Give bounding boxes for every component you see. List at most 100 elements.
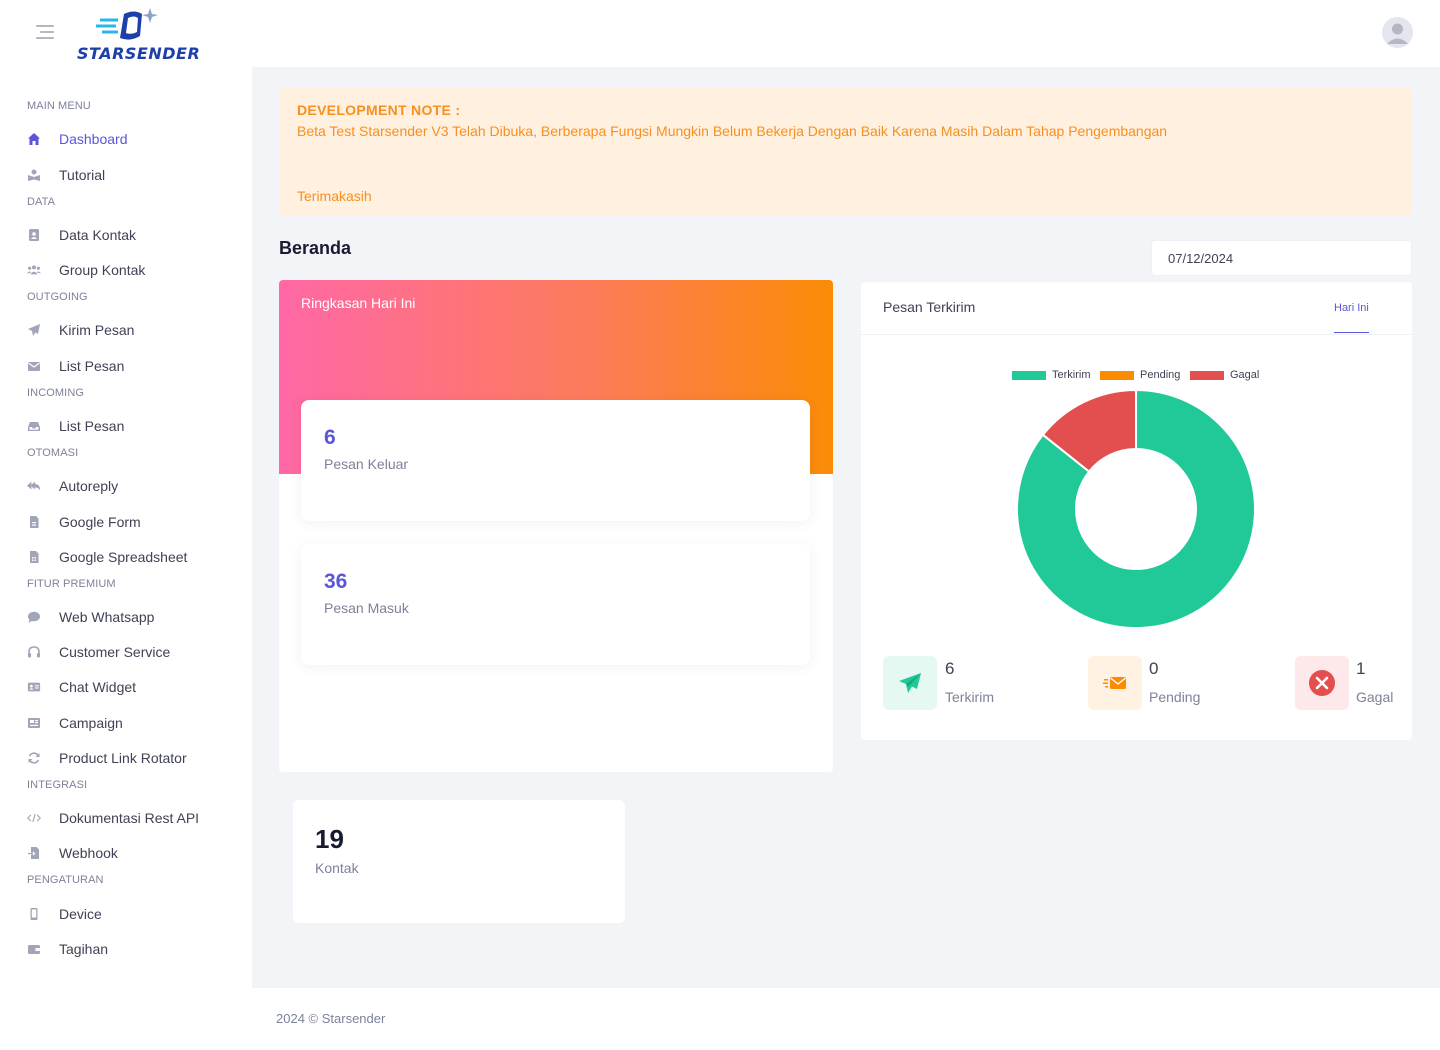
sidebar-item-product-link-rotator[interactable]: Product Link Rotator — [0, 743, 252, 773]
legend-item[interactable]: Pending — [1100, 368, 1180, 382]
sidebar-item-webhook[interactable]: Webhook — [0, 838, 252, 868]
sidebar-item-label: Group Kontak — [59, 262, 146, 278]
file-import-icon — [27, 846, 41, 860]
sidebar-item-label: Device — [59, 906, 102, 922]
chart-title: Pesan Terkirim — [883, 299, 976, 315]
sidebar-item-label: Kirim Pesan — [59, 322, 135, 338]
sidebar-item-label: Data Kontak — [59, 227, 137, 243]
sidebar-item-customer-service[interactable]: Customer Service — [0, 637, 252, 667]
code-icon — [27, 811, 41, 825]
sidebar-item-label: Dashboard — [59, 131, 128, 147]
sidebar-section-data: DATA — [27, 196, 56, 208]
headset-icon — [27, 645, 41, 659]
pending-label: Pending — [1149, 689, 1201, 705]
legend-item[interactable]: Gagal — [1190, 368, 1259, 382]
close-circle-icon — [1309, 670, 1335, 696]
mobile-icon — [27, 907, 41, 921]
sidebar-item-label: List Pesan — [59, 418, 125, 434]
sidebar-item-web-whatsapp[interactable]: Web Whatsapp — [0, 602, 252, 632]
sidebar-item-label: Customer Service — [59, 644, 171, 660]
terkirim-value: 6 — [945, 659, 955, 678]
divider — [861, 334, 1412, 335]
file-form-icon — [27, 515, 41, 529]
donut-chart — [1016, 388, 1256, 629]
stat-label: Pesan Masuk — [324, 600, 409, 616]
sidebar-item-autoreply[interactable]: Autoreply — [0, 471, 252, 501]
kontak-card: 19 Kontak — [293, 800, 625, 923]
legend-swatch — [1012, 370, 1046, 380]
sidebar-item-chat-widget[interactable]: Chat Widget — [0, 672, 252, 702]
sidebar-section-pengaturan: PENGATURAN — [27, 874, 104, 886]
wallet-icon — [27, 942, 41, 956]
sidebar-section-main-menu: MAIN MENU — [27, 100, 91, 112]
development-note-alert: DEVELOPMENT NOTE : Beta Test Starsender … — [279, 88, 1412, 216]
sidebar-item-label: Autoreply — [59, 478, 119, 494]
sidebar-item-label: Google Spreadsheet — [59, 549, 188, 565]
sidebar-item-group-kontak[interactable]: Group Kontak — [0, 255, 252, 285]
tab-hari-ini[interactable]: Hari Ini — [1334, 302, 1369, 333]
stat-label: Pesan Keluar — [324, 456, 409, 472]
user-avatar-icon[interactable] — [1382, 17, 1413, 48]
logo-text: STARSENDER — [77, 44, 201, 63]
note-body: Beta Test Starsender V3 Telah Dibuka, Be… — [297, 123, 1168, 139]
sidebar-item-campaign[interactable]: Campaign — [0, 708, 252, 738]
sidebar-item-tagihan[interactable]: Tagihan — [0, 934, 252, 964]
footer-copyright: 2024 © Starsender — [276, 1011, 386, 1026]
note-title: DEVELOPMENT NOTE : — [297, 102, 461, 118]
sidebar-item-dashboard[interactable]: Dashboard — [0, 124, 252, 154]
sidebar-item-data-kontak[interactable]: Data Kontak — [0, 220, 252, 250]
donut-slice-terkirim[interactable] — [1016, 388, 1256, 629]
home-icon — [27, 132, 41, 146]
sidebar-item-label: Product Link Rotator — [59, 750, 187, 766]
sidebar-item-google-spreadsheet[interactable]: Google Spreadsheet — [0, 542, 252, 572]
sidebar-item-label: Web Whatsapp — [59, 609, 155, 625]
sidebar-item-label: Dokumentasi Rest API — [59, 810, 200, 826]
summary-title: Ringkasan Hari Ini — [301, 295, 416, 311]
terkirim-label: Terkirim — [945, 689, 994, 705]
terkirim-chip — [883, 656, 937, 710]
sidebar-item-list-pesan-incoming[interactable]: List Pesan — [0, 411, 252, 441]
sidebar-item-label: Tagihan — [59, 941, 109, 957]
sidebar-item-dokumentasi-rest-api[interactable]: Dokumentasi Rest API — [0, 803, 252, 833]
logo-mark-icon — [96, 8, 158, 40]
footer: 2024 © Starsender — [252, 988, 1440, 1050]
kontak-value: 19 — [315, 824, 344, 854]
envelope-icon — [27, 359, 41, 373]
sidebar-item-device[interactable]: Device — [0, 899, 252, 929]
sidebar-item-label: Chat Widget — [59, 679, 137, 695]
newspaper-icon — [27, 716, 41, 730]
legend-label: Pending — [1140, 369, 1181, 381]
contact-book-icon — [27, 228, 41, 242]
sidebar-item-list-pesan-outgoing[interactable]: List Pesan — [0, 351, 252, 381]
donut-slice-gagal[interactable] — [1041, 388, 1137, 473]
legend-item[interactable]: Terkirim — [1012, 368, 1091, 382]
hamburger-icon[interactable] — [36, 25, 54, 41]
date-picker-input[interactable] — [1151, 240, 1412, 276]
paper-plane-icon — [27, 323, 41, 337]
sidebar-item-google-form[interactable]: Google Form — [0, 507, 252, 537]
sidebar-item-tutorial[interactable]: Tutorial — [0, 160, 252, 190]
sidebar-item-label: Webhook — [59, 845, 118, 861]
rotate-icon — [27, 751, 41, 765]
legend-swatch — [1100, 370, 1134, 380]
note-thanks: Terimakasih — [297, 188, 372, 204]
gagal-value: 1 — [1356, 659, 1366, 678]
sidebar-section-integrasi: INTEGRASI — [27, 779, 88, 791]
sidebar-item-kirim-pesan[interactable]: Kirim Pesan — [0, 315, 252, 345]
chat-bubble-icon — [27, 610, 41, 624]
users-group-icon — [27, 263, 41, 277]
sidebar-section-fitur-premium: FITUR PREMIUM — [27, 578, 116, 590]
legend-label: Gagal — [1230, 369, 1260, 381]
sidebar-section-outgoing: OUTGOING — [27, 291, 88, 303]
page-title: Beranda — [279, 238, 352, 258]
logo[interactable]: STARSENDER — [74, 6, 200, 63]
tutorial-icon — [27, 168, 41, 182]
legend-swatch — [1190, 370, 1224, 380]
sidebar-item-label: List Pesan — [59, 358, 125, 374]
fast-envelope-icon — [1103, 677, 1126, 689]
file-sheet-icon — [27, 550, 41, 564]
kontak-label: Kontak — [315, 860, 359, 876]
summary-card: Ringkasan Hari Ini 6 Pesan Keluar 36 Pes… — [279, 280, 833, 772]
stat-value: 36 — [324, 570, 348, 593]
stat-value: 6 — [324, 426, 336, 449]
